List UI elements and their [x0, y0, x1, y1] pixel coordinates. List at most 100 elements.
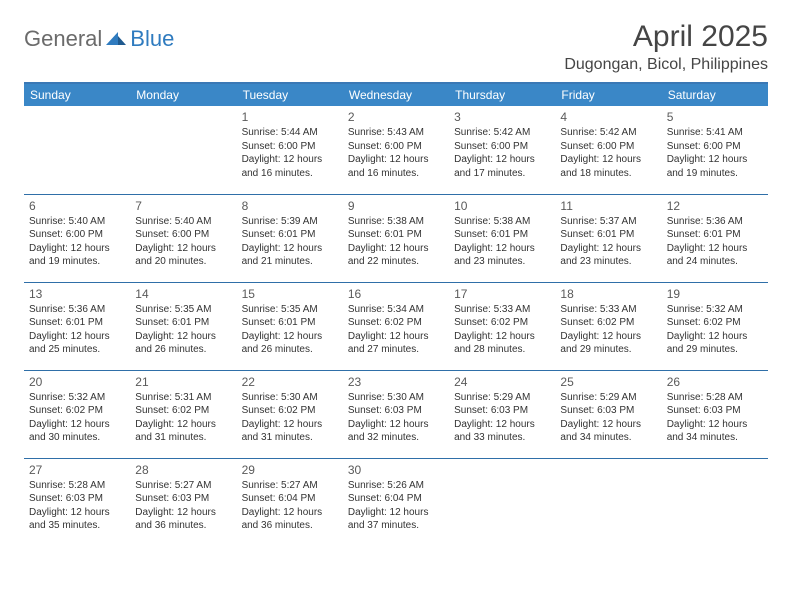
daylight-text: Daylight: 12 hours and 19 minutes.	[29, 242, 125, 269]
page-header: General Blue April 2025 Dugongan, Bicol,…	[24, 20, 768, 74]
sunrise-text: Sunrise: 5:27 AM	[135, 479, 231, 493]
daylight-text: Daylight: 12 hours and 16 minutes.	[242, 153, 338, 180]
day-number: 7	[135, 198, 231, 214]
sunrise-text: Sunrise: 5:30 AM	[348, 391, 444, 405]
calendar-cell: 24Sunrise: 5:29 AMSunset: 6:03 PMDayligh…	[449, 370, 555, 458]
day-number: 3	[454, 109, 550, 125]
sunset-text: Sunset: 6:01 PM	[242, 228, 338, 242]
day-number: 16	[348, 286, 444, 302]
daylight-text: Daylight: 12 hours and 36 minutes.	[135, 506, 231, 533]
daylight-text: Daylight: 12 hours and 36 minutes.	[242, 506, 338, 533]
calendar-cell	[662, 458, 768, 546]
sunrise-text: Sunrise: 5:33 AM	[454, 303, 550, 317]
calendar-header-row: SundayMondayTuesdayWednesdayThursdayFrid…	[24, 83, 768, 106]
calendar-cell: 4Sunrise: 5:42 AMSunset: 6:00 PMDaylight…	[555, 106, 661, 194]
sunrise-text: Sunrise: 5:28 AM	[29, 479, 125, 493]
logo: General Blue	[24, 20, 174, 52]
calendar-cell: 9Sunrise: 5:38 AMSunset: 6:01 PMDaylight…	[343, 194, 449, 282]
day-number: 15	[242, 286, 338, 302]
sunrise-text: Sunrise: 5:40 AM	[135, 215, 231, 229]
sunrise-text: Sunrise: 5:44 AM	[242, 126, 338, 140]
day-number: 23	[348, 374, 444, 390]
day-number: 6	[29, 198, 125, 214]
daylight-text: Daylight: 12 hours and 19 minutes.	[667, 153, 763, 180]
sunset-text: Sunset: 6:03 PM	[454, 404, 550, 418]
day-number: 17	[454, 286, 550, 302]
calendar-body: 1Sunrise: 5:44 AMSunset: 6:00 PMDaylight…	[24, 106, 768, 546]
day-number: 13	[29, 286, 125, 302]
calendar-cell: 29Sunrise: 5:27 AMSunset: 6:04 PMDayligh…	[237, 458, 343, 546]
calendar-cell: 6Sunrise: 5:40 AMSunset: 6:00 PMDaylight…	[24, 194, 130, 282]
sunset-text: Sunset: 6:01 PM	[29, 316, 125, 330]
daylight-text: Daylight: 12 hours and 37 minutes.	[348, 506, 444, 533]
daylight-text: Daylight: 12 hours and 29 minutes.	[667, 330, 763, 357]
calendar-cell: 22Sunrise: 5:30 AMSunset: 6:02 PMDayligh…	[237, 370, 343, 458]
day-number: 20	[29, 374, 125, 390]
day-number: 21	[135, 374, 231, 390]
day-number: 9	[348, 198, 444, 214]
daylight-text: Daylight: 12 hours and 20 minutes.	[135, 242, 231, 269]
calendar-cell: 3Sunrise: 5:42 AMSunset: 6:00 PMDaylight…	[449, 106, 555, 194]
daylight-text: Daylight: 12 hours and 29 minutes.	[560, 330, 656, 357]
calendar-row: 1Sunrise: 5:44 AMSunset: 6:00 PMDaylight…	[24, 106, 768, 194]
calendar-cell	[130, 106, 236, 194]
daylight-text: Daylight: 12 hours and 23 minutes.	[560, 242, 656, 269]
sunset-text: Sunset: 6:00 PM	[242, 140, 338, 154]
calendar-cell: 5Sunrise: 5:41 AMSunset: 6:00 PMDaylight…	[662, 106, 768, 194]
calendar-cell: 28Sunrise: 5:27 AMSunset: 6:03 PMDayligh…	[130, 458, 236, 546]
calendar-cell: 23Sunrise: 5:30 AMSunset: 6:03 PMDayligh…	[343, 370, 449, 458]
calendar-cell: 11Sunrise: 5:37 AMSunset: 6:01 PMDayligh…	[555, 194, 661, 282]
day-number: 26	[667, 374, 763, 390]
day-number: 30	[348, 462, 444, 478]
sunrise-text: Sunrise: 5:40 AM	[29, 215, 125, 229]
calendar-row: 27Sunrise: 5:28 AMSunset: 6:03 PMDayligh…	[24, 458, 768, 546]
weekday-header: Sunday	[24, 83, 130, 106]
sunrise-text: Sunrise: 5:29 AM	[454, 391, 550, 405]
sunset-text: Sunset: 6:00 PM	[454, 140, 550, 154]
sunrise-text: Sunrise: 5:30 AM	[242, 391, 338, 405]
sunset-text: Sunset: 6:03 PM	[135, 492, 231, 506]
daylight-text: Daylight: 12 hours and 35 minutes.	[29, 506, 125, 533]
daylight-text: Daylight: 12 hours and 22 minutes.	[348, 242, 444, 269]
day-number: 22	[242, 374, 338, 390]
title-block: April 2025 Dugongan, Bicol, Philippines	[564, 20, 768, 74]
sunset-text: Sunset: 6:00 PM	[348, 140, 444, 154]
weekday-header: Tuesday	[237, 83, 343, 106]
calendar-cell: 1Sunrise: 5:44 AMSunset: 6:00 PMDaylight…	[237, 106, 343, 194]
sunset-text: Sunset: 6:00 PM	[29, 228, 125, 242]
daylight-text: Daylight: 12 hours and 32 minutes.	[348, 418, 444, 445]
logo-text-blue: Blue	[130, 26, 174, 52]
day-number: 27	[29, 462, 125, 478]
sunset-text: Sunset: 6:01 PM	[560, 228, 656, 242]
day-number: 10	[454, 198, 550, 214]
day-number: 25	[560, 374, 656, 390]
day-number: 14	[135, 286, 231, 302]
sunset-text: Sunset: 6:01 PM	[135, 316, 231, 330]
sunset-text: Sunset: 6:04 PM	[242, 492, 338, 506]
daylight-text: Daylight: 12 hours and 18 minutes.	[560, 153, 656, 180]
day-number: 11	[560, 198, 656, 214]
calendar-cell	[24, 106, 130, 194]
sunrise-text: Sunrise: 5:38 AM	[348, 215, 444, 229]
calendar-cell: 19Sunrise: 5:32 AMSunset: 6:02 PMDayligh…	[662, 282, 768, 370]
calendar-table: SundayMondayTuesdayWednesdayThursdayFrid…	[24, 82, 768, 546]
sunrise-text: Sunrise: 5:39 AM	[242, 215, 338, 229]
location-text: Dugongan, Bicol, Philippines	[564, 56, 768, 74]
daylight-text: Daylight: 12 hours and 31 minutes.	[135, 418, 231, 445]
sunset-text: Sunset: 6:01 PM	[348, 228, 444, 242]
sunrise-text: Sunrise: 5:35 AM	[135, 303, 231, 317]
sunset-text: Sunset: 6:01 PM	[667, 228, 763, 242]
daylight-text: Daylight: 12 hours and 28 minutes.	[454, 330, 550, 357]
calendar-cell: 12Sunrise: 5:36 AMSunset: 6:01 PMDayligh…	[662, 194, 768, 282]
sunset-text: Sunset: 6:02 PM	[242, 404, 338, 418]
sunrise-text: Sunrise: 5:42 AM	[560, 126, 656, 140]
sunrise-text: Sunrise: 5:42 AM	[454, 126, 550, 140]
sunrise-text: Sunrise: 5:32 AM	[667, 303, 763, 317]
sunset-text: Sunset: 6:03 PM	[667, 404, 763, 418]
sunset-text: Sunset: 6:01 PM	[454, 228, 550, 242]
calendar-cell: 17Sunrise: 5:33 AMSunset: 6:02 PMDayligh…	[449, 282, 555, 370]
day-number: 29	[242, 462, 338, 478]
calendar-cell: 7Sunrise: 5:40 AMSunset: 6:00 PMDaylight…	[130, 194, 236, 282]
daylight-text: Daylight: 12 hours and 25 minutes.	[29, 330, 125, 357]
sunrise-text: Sunrise: 5:43 AM	[348, 126, 444, 140]
